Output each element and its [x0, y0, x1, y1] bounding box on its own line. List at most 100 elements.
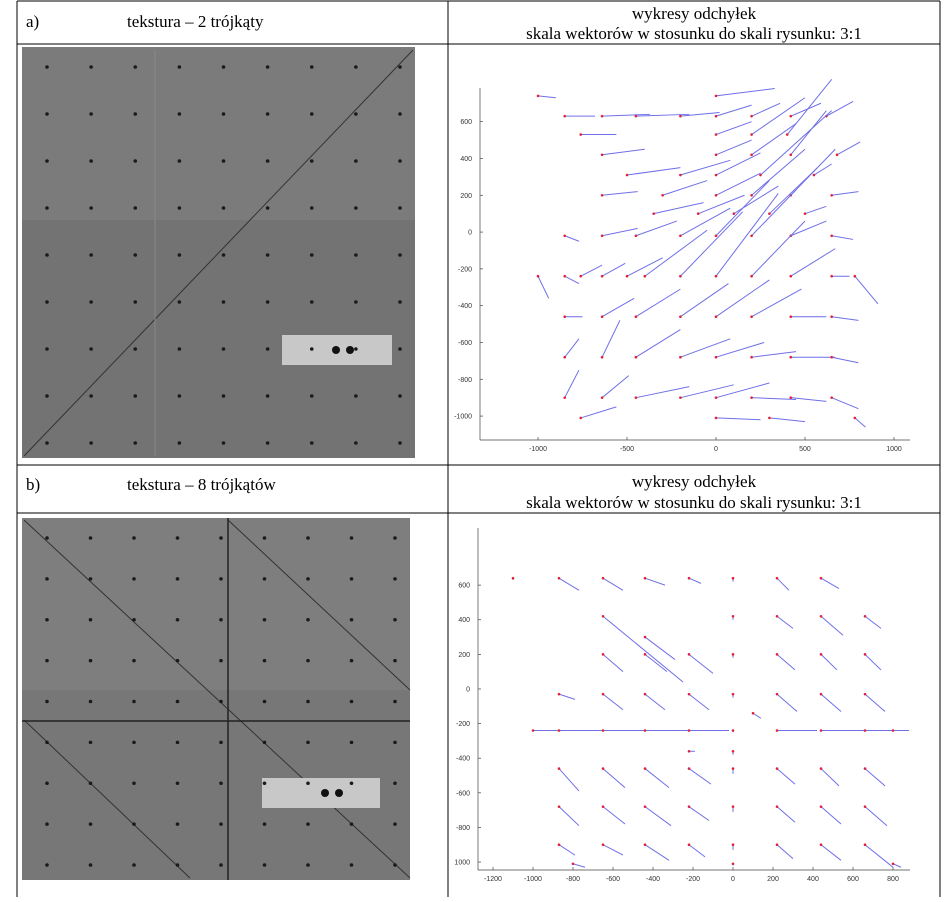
deviation-vector	[776, 806, 796, 823]
deviation-vector	[635, 113, 690, 117]
photo-dot	[132, 617, 136, 622]
photo-dot	[88, 740, 93, 745]
deviation-vector	[751, 97, 806, 135]
deviation-vector	[864, 844, 894, 868]
deviation-vector	[635, 329, 681, 358]
point	[789, 315, 793, 319]
y-tick-label: -600	[456, 790, 470, 797]
photo-dot	[219, 740, 223, 745]
point	[750, 274, 753, 278]
photo-dot	[265, 65, 270, 69]
photo-dot	[349, 658, 354, 663]
photo-dot	[45, 206, 49, 210]
point	[634, 114, 638, 118]
photo-dot	[177, 253, 182, 257]
deviation-vector	[680, 211, 744, 277]
point	[600, 274, 604, 278]
y-tick-label: 1000	[454, 860, 470, 867]
point	[679, 234, 682, 238]
deviation-vector	[644, 693, 666, 711]
deviation-vector	[580, 264, 603, 277]
point	[557, 576, 561, 580]
photo-dot	[262, 822, 267, 826]
point	[819, 653, 823, 656]
deviation-vector	[790, 397, 827, 402]
photo-dot	[88, 781, 93, 786]
point	[789, 355, 793, 359]
photo-dot	[89, 253, 93, 257]
deviation-vector	[715, 417, 761, 421]
photo-dot	[132, 781, 136, 786]
point	[750, 315, 753, 319]
y-tick-label: -400	[458, 303, 472, 310]
point	[687, 653, 691, 656]
point	[557, 692, 561, 696]
point	[731, 749, 735, 753]
point	[819, 614, 823, 618]
photo-dot	[45, 253, 49, 257]
deviation-vector	[776, 768, 796, 785]
point	[714, 153, 718, 157]
deviation-vector	[680, 111, 720, 117]
point	[687, 805, 691, 808]
point	[731, 729, 735, 732]
photo-dot	[219, 781, 223, 786]
deviation-vector	[715, 104, 752, 117]
photo-dot	[262, 740, 267, 745]
photo-dot	[398, 206, 402, 210]
deviation-vector	[769, 167, 818, 215]
point	[679, 355, 682, 359]
x-tick-label: -1000	[529, 446, 547, 453]
photo-dot	[89, 159, 93, 163]
point	[731, 805, 735, 808]
photo-dot	[349, 822, 354, 826]
deviation-vector	[751, 148, 806, 196]
point	[863, 614, 867, 618]
deviation-vector	[715, 180, 770, 237]
point	[714, 133, 718, 136]
photo-dot	[265, 394, 270, 398]
photo-dot	[221, 394, 226, 398]
photo-dot	[89, 65, 93, 69]
photo-dot	[133, 159, 138, 163]
point	[830, 193, 833, 197]
point	[863, 729, 867, 732]
photo-dot	[45, 347, 49, 351]
photo-dot	[309, 300, 314, 304]
photo-dot	[262, 781, 267, 786]
photo-dot	[175, 781, 180, 786]
point	[563, 396, 567, 399]
point	[643, 635, 647, 639]
point	[750, 133, 753, 136]
point	[601, 805, 605, 808]
deviation-vector	[564, 369, 580, 398]
deviation-vector	[602, 615, 684, 683]
row-title: tekstura – 8 trójkątów	[127, 475, 276, 494]
point	[579, 274, 583, 278]
point	[696, 212, 700, 215]
point	[714, 234, 718, 238]
photo-dot	[393, 658, 397, 663]
photo-dot	[221, 253, 226, 257]
point	[789, 396, 793, 399]
deviation-vector	[820, 615, 844, 636]
point	[571, 862, 575, 866]
photo-dot	[88, 536, 93, 540]
photo-dot	[45, 740, 49, 745]
point	[750, 153, 753, 157]
deviation-vector	[662, 180, 708, 196]
photo-dot	[177, 394, 182, 398]
photo-dot	[309, 347, 314, 351]
photo-dot	[262, 863, 267, 867]
x-tick-label: 400	[807, 876, 819, 883]
photo-dot	[354, 300, 358, 304]
deviation-vector	[644, 577, 666, 586]
point	[819, 843, 823, 847]
point	[731, 614, 735, 618]
point	[775, 614, 779, 618]
photo-dot	[349, 699, 354, 704]
deviation-vector	[644, 806, 672, 827]
photo-dot	[219, 863, 223, 867]
photo-dot	[349, 740, 354, 745]
photo-dot	[398, 300, 402, 304]
